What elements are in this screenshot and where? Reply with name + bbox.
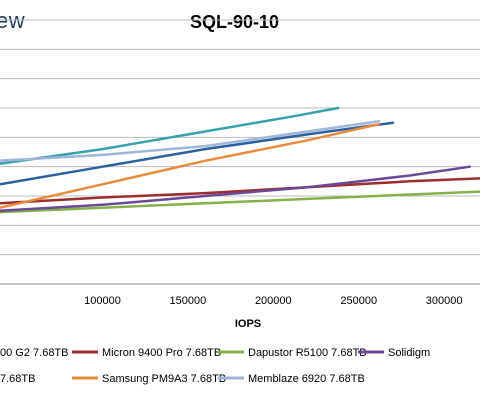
legend-item: Solidigm	[358, 347, 430, 359]
grid-lines	[0, 19, 480, 285]
legend: 00 G2 7.68TB Micron 9400 Pro 7.68TB Dapust…	[0, 347, 430, 385]
legend-label: Micron 9400 Pro 7.68TB	[102, 347, 221, 359]
series-line-3	[0, 190, 480, 214]
series-line-1	[0, 121, 395, 186]
x-axis-label: IOPS	[235, 318, 261, 330]
legend-item: Samsung PM9A3 7.68TB	[72, 373, 226, 385]
legend-item: 00 G2 7.68TB	[0, 347, 69, 359]
x-tick-label: 100000	[84, 295, 121, 307]
legend-label: 00 G2 7.68TB	[0, 347, 69, 359]
chart-title: SQL-90-10	[190, 12, 280, 32]
x-axis-ticks: 100000 150000 200000 250000 300000	[84, 295, 462, 307]
series-line-6	[0, 122, 381, 209]
x-tick-label: 150000	[170, 295, 207, 307]
series-line-5	[0, 106, 340, 165]
legend-label: Dapustor R5100 7.68TB	[248, 347, 367, 359]
series-line-7	[0, 119, 381, 163]
legend-label: Memblaze 6920 7.68TB	[248, 373, 365, 385]
legend-label: 7.68TB	[0, 373, 35, 385]
legend-label: Solidigm	[388, 347, 430, 359]
x-tick-label: 200000	[255, 295, 292, 307]
plot-series	[0, 106, 480, 214]
legend-item: Memblaze 6920 7.68TB	[218, 373, 365, 385]
legend-label: Samsung PM9A3 7.68TB	[102, 373, 226, 385]
x-tick-label: 250000	[340, 295, 377, 307]
legend-item: Micron 9400 Pro 7.68TB	[72, 347, 221, 359]
series-line-2	[0, 177, 480, 205]
legend-item: 7.68TB	[0, 373, 35, 385]
series-line-4	[0, 165, 472, 212]
legend-item: Dapustor R5100 7.68TB	[218, 347, 367, 359]
x-tick-label: 300000	[426, 295, 463, 307]
